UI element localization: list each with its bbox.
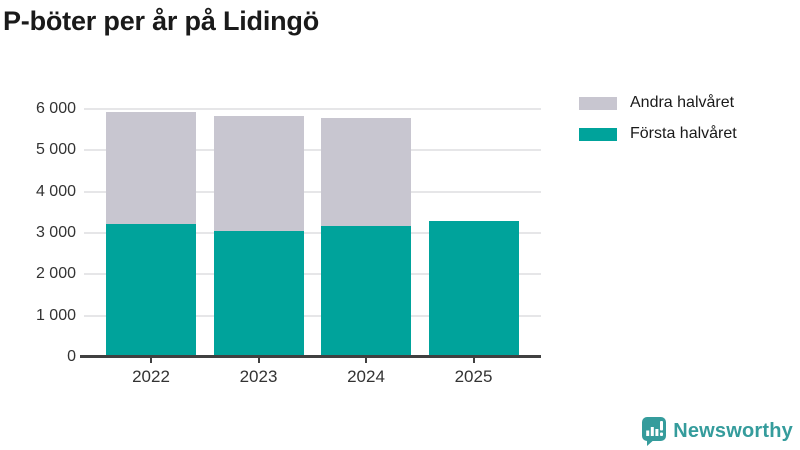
bar-segment[interactable] [213,231,304,357]
y-axis-labels: 0 1 000 2 000 3 000 4 000 5 000 6 000 [0,100,76,365]
x-axis-line [80,355,541,358]
y-tick-label: 0 [67,348,76,365]
legend-swatch-andra [579,96,617,110]
legend: Andra halvåret Första halvåret [579,94,737,143]
legend-swatch-forsta [579,127,617,141]
y-tick-label: 1 000 [35,306,76,324]
legend-item-forsta: Första halvåret [579,125,737,143]
bar-2023[interactable] [213,109,304,357]
x-tick-label: 2023 [239,367,278,386]
bar-2025[interactable] [428,109,519,357]
y-tick-label: 3 000 [35,224,76,241]
x-tick [365,357,367,363]
bar-segment[interactable] [321,226,411,357]
gridline [84,149,541,152]
chart-title: P-böter per år på Lidingö [3,6,320,36]
brand-name: Newsworthy [673,420,793,442]
x-tick-label: 2022 [132,367,170,386]
bar-2022[interactable] [106,109,196,357]
bar-segment[interactable] [213,116,304,232]
legend-label: Första halvåret [630,125,737,142]
legend-label: Andra halvåret [630,94,735,111]
x-tick-label: 2024 [347,367,385,386]
bar-segment[interactable] [106,111,196,224]
x-tick-label: 2025 [454,367,493,386]
bar-segment[interactable] [106,223,196,357]
legend-item-andra: Andra halvåret [579,94,737,112]
y-tick-label: 5 000 [35,141,76,159]
x-tick [150,357,152,363]
gridline [84,108,541,110]
gridline [84,190,541,193]
x-tick [257,357,260,363]
newsworthy-logo-icon [642,417,667,446]
gridline [84,314,541,317]
y-tick-label: 6 000 [35,100,76,117]
brand-footer[interactable]: Newsworthy [642,417,793,446]
y-tick-label: 2 000 [35,265,76,283]
bar-segment[interactable] [428,221,519,357]
gridline [84,273,541,276]
x-tick [472,357,475,363]
bar-segment[interactable] [321,117,411,227]
bar-2024[interactable] [321,109,411,357]
y-tick-label: 4 000 [35,182,76,200]
gridline [84,232,541,234]
chart-plot-area: 2022 2023 2024 2025 [80,108,541,386]
